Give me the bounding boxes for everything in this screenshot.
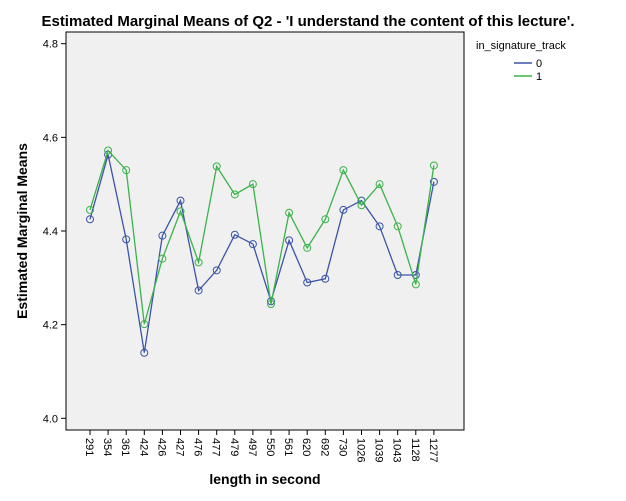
- x-tick-label: 497: [246, 438, 258, 456]
- series-1-point: [104, 146, 113, 155]
- series-0-point: [212, 266, 221, 275]
- series-1-point: [303, 243, 312, 252]
- series-1-point: [176, 207, 185, 216]
- series-1-point: [285, 208, 294, 217]
- legend: in_signature_track 01: [476, 40, 566, 83]
- x-tick-label: 550: [264, 438, 276, 456]
- series-1-point: [86, 205, 94, 214]
- series-line-1: [89, 149, 435, 325]
- legend-label-0: 0: [536, 58, 542, 70]
- x-tick-label: 1043: [391, 438, 403, 462]
- series-1-point: [375, 180, 384, 189]
- y-tick-label: 4.0: [43, 413, 58, 425]
- series-1-point: [194, 258, 203, 267]
- series-1-point: [140, 320, 149, 329]
- x-tick-label: 1277: [427, 438, 439, 462]
- y-tick-label: 4.6: [43, 132, 58, 144]
- series-0-point: [86, 215, 94, 224]
- x-tick-label: 424: [137, 438, 149, 456]
- series-0-point: [393, 271, 402, 280]
- series-0-point: [230, 230, 239, 239]
- chart-title: Estimated Marginal Means of Q2 - 'I unde…: [41, 13, 574, 30]
- x-tick-label: 477: [210, 438, 222, 456]
- series-line-0: [89, 154, 435, 353]
- y-tick-label: 4.8: [43, 39, 58, 51]
- x-axis-title: length in second: [209, 471, 320, 487]
- series-1-point: [339, 166, 348, 175]
- x-tick-label: 361: [119, 438, 131, 456]
- y-tick-label: 4.2: [43, 320, 58, 332]
- x-tick-label: 1128: [409, 438, 421, 462]
- x-tick-label: 476: [192, 438, 204, 456]
- series-1-point: [393, 222, 402, 231]
- series-1-point: [212, 162, 221, 171]
- x-tick-label: 291: [83, 438, 95, 456]
- y-axis: 4.0 4.2 4.4 4.6 4.8: [43, 39, 66, 425]
- series-0-point: [285, 236, 294, 245]
- y-tick-label: 4.4: [43, 226, 58, 238]
- series-0-point: [176, 196, 185, 205]
- series-1-point: [321, 215, 330, 224]
- series-1-point: [248, 180, 257, 189]
- series-1-point: [429, 161, 438, 170]
- x-tick-label: 1026: [355, 438, 367, 462]
- x-tick-label: 354: [101, 438, 113, 456]
- series-0-point: [429, 177, 438, 186]
- series-0-point: [248, 240, 257, 249]
- series-layer: [86, 146, 438, 357]
- series-1-point: [158, 254, 167, 263]
- series-0-point: [375, 222, 384, 231]
- series-1-point: [411, 280, 420, 289]
- series-0-point: [267, 297, 275, 306]
- x-tick-label: 692: [318, 438, 330, 456]
- legend-title: in_signature_track: [476, 40, 566, 52]
- plot-area: [65, 31, 465, 431]
- x-tick-label: 1039: [373, 438, 385, 462]
- x-axis: 291 354 361 424 426 427 476 477 479 497 550 561 620 6…: [83, 430, 439, 462]
- series-1-point: [267, 300, 275, 309]
- series-0-point: [140, 348, 149, 357]
- series-1-point: [122, 166, 131, 175]
- series-0-point: [158, 231, 167, 240]
- series-0-point: [122, 235, 131, 244]
- x-tick-label: 620: [300, 438, 312, 456]
- series-0-point: [321, 274, 330, 283]
- series-0-point: [194, 286, 203, 295]
- x-tick-label: 561: [282, 438, 294, 456]
- x-tick-label: 479: [228, 438, 240, 456]
- legend-label-1: 1: [536, 71, 542, 83]
- series-1-point: [357, 201, 366, 210]
- x-tick-label: 427: [174, 438, 186, 456]
- series-1-point: [230, 190, 239, 199]
- y-axis-title: Estimated Marginal Means: [14, 143, 30, 319]
- series-0-point: [339, 205, 348, 214]
- x-tick-label: 426: [155, 438, 167, 456]
- series-0-point: [303, 278, 312, 287]
- x-tick-label: 730: [336, 438, 348, 456]
